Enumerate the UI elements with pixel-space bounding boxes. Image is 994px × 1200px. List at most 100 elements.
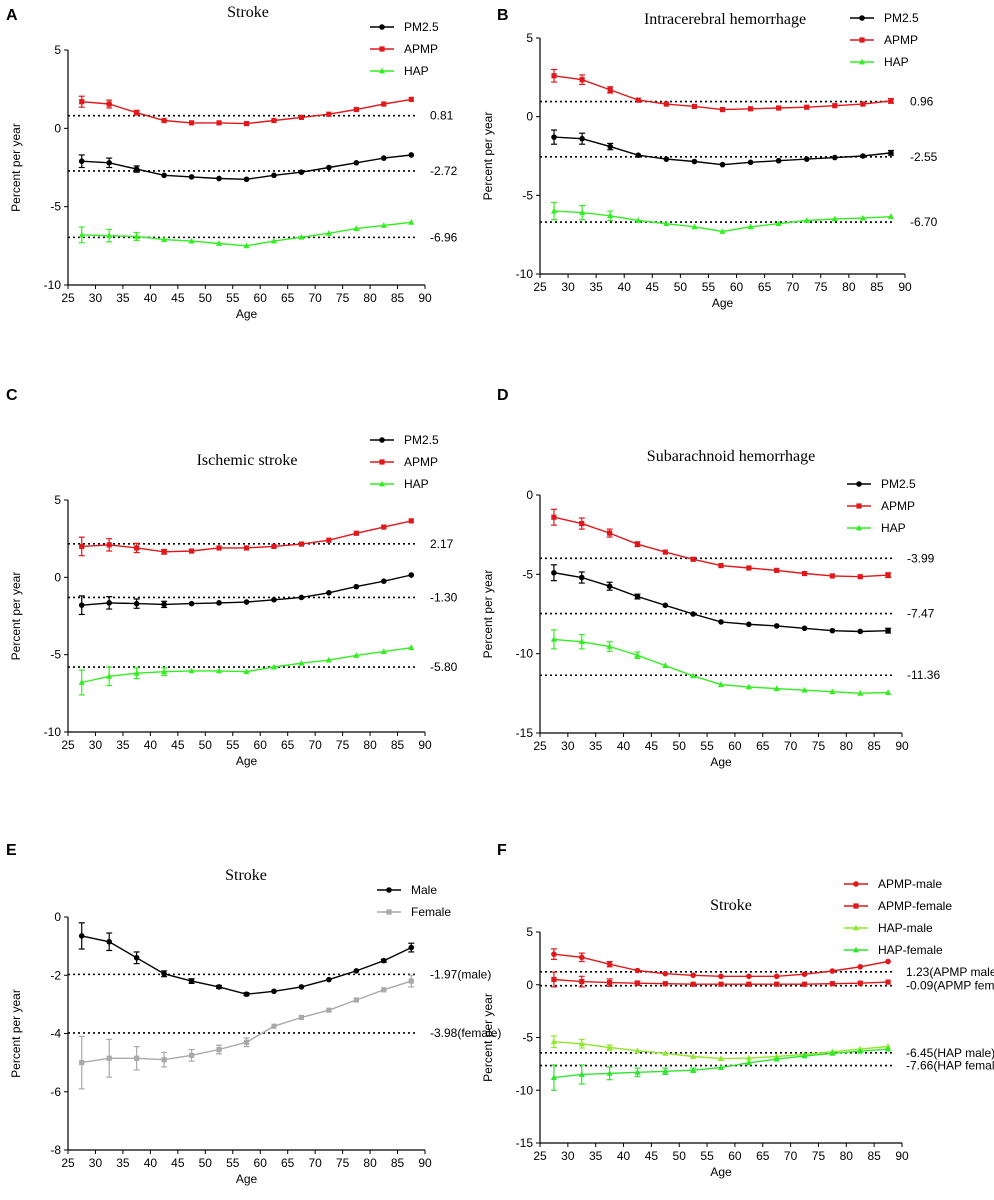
data-point [216,120,222,126]
x-tick-label: 55 [226,1156,240,1170]
data-point [188,174,195,180]
data-point [662,549,668,555]
data-point [353,106,359,113]
reference-label: -7.47 [907,607,935,621]
data-point [551,951,557,957]
data-point [579,135,585,142]
data-point [606,1070,613,1076]
x-tick-label: 60 [728,739,742,753]
series-pm2-5 [78,572,415,616]
data-point [857,964,864,970]
data-point [718,619,724,625]
x-axis-label: Age [236,307,258,321]
data-point [746,981,752,987]
data-point [298,114,305,120]
data-point [885,627,891,634]
x-axis-label: Age [712,296,734,310]
x-axis-label: Age [236,1172,258,1186]
data-point [885,979,891,985]
x-tick-label: 90 [898,280,912,294]
panel-d: D Subarachnoid hemorrhage 25 30 35 40 45 50 55 60… [481,387,940,769]
data-point [243,668,250,675]
x-tick-label: 70 [784,739,798,753]
series-line [81,221,412,247]
data-point [408,572,415,578]
y-tick-label: -10 [44,278,62,292]
y-axis-label: Percent per year [481,570,495,659]
data-point [188,667,195,674]
reference-label: 0.96 [910,95,934,109]
data-point [326,537,332,543]
x-tick-label: 65 [281,291,295,305]
x-tick-label: 85 [391,291,405,305]
data-point [717,1055,725,1061]
legend-marker [856,503,862,509]
data-point [408,644,415,651]
data-point [326,111,332,117]
data-point [829,968,836,974]
data-point [271,1023,277,1029]
data-point [79,99,85,105]
data-point [663,101,669,107]
data-point [606,583,613,590]
data-point [773,685,780,691]
data-point [773,623,780,629]
data-point [859,214,866,221]
x-tick-label: 40 [618,280,632,294]
y-tick-label: 0 [526,978,533,992]
y-tick-label: 0 [526,488,533,502]
data-point [801,625,808,632]
x-tick-label: 45 [171,291,185,305]
legend-marker [386,887,392,893]
y-tick-label: -10 [516,647,534,661]
data-point [106,160,112,166]
data-point [326,1007,332,1013]
series-pm2-5 [551,129,894,168]
x-tick-label: 75 [336,1156,350,1170]
series-hap [78,219,415,249]
data-point [271,543,277,549]
y-tick-label: -10 [44,725,62,739]
y-axis-label: Percent per year [9,572,23,661]
data-point [106,673,113,679]
x-tick-label: 75 [814,280,828,294]
data-point [216,1046,222,1053]
data-point [719,106,726,113]
x-tick-label: 45 [171,1156,185,1170]
reference-label: -1.30 [430,590,458,604]
data-point [634,541,641,547]
legend-item: APMP [847,499,915,513]
data-point [776,105,782,111]
data-point [831,215,838,222]
y-tick-label: 5 [54,493,61,507]
legend-marker [378,67,386,74]
data-point [133,600,140,607]
y-axis-label: Percent per year [9,989,23,1078]
x-tick-label: 25 [533,739,547,753]
y-tick-label: 5 [526,925,533,939]
data-point [801,686,808,693]
y-tick-label: -5 [50,200,61,214]
data-point [325,230,332,236]
data-point [719,228,726,234]
panel-label: E [6,842,17,859]
legend-item: APMP [370,455,438,469]
data-point [298,659,305,666]
data-point [690,611,696,617]
data-point [298,541,305,547]
data-point [663,156,670,162]
series-pm2-5 [78,152,415,183]
x-tick-label: 40 [617,1149,631,1163]
data-point [551,569,557,576]
data-point [408,944,415,951]
legend-item: APMP-female [844,899,952,913]
data-point [885,958,891,965]
legend-label: HAP [404,64,429,78]
data-point [635,152,642,159]
x-tick-label: 55 [226,738,240,752]
data-point [298,1014,305,1021]
data-point [270,663,278,670]
x-tick-label: 35 [589,739,603,753]
data-point [662,981,668,987]
